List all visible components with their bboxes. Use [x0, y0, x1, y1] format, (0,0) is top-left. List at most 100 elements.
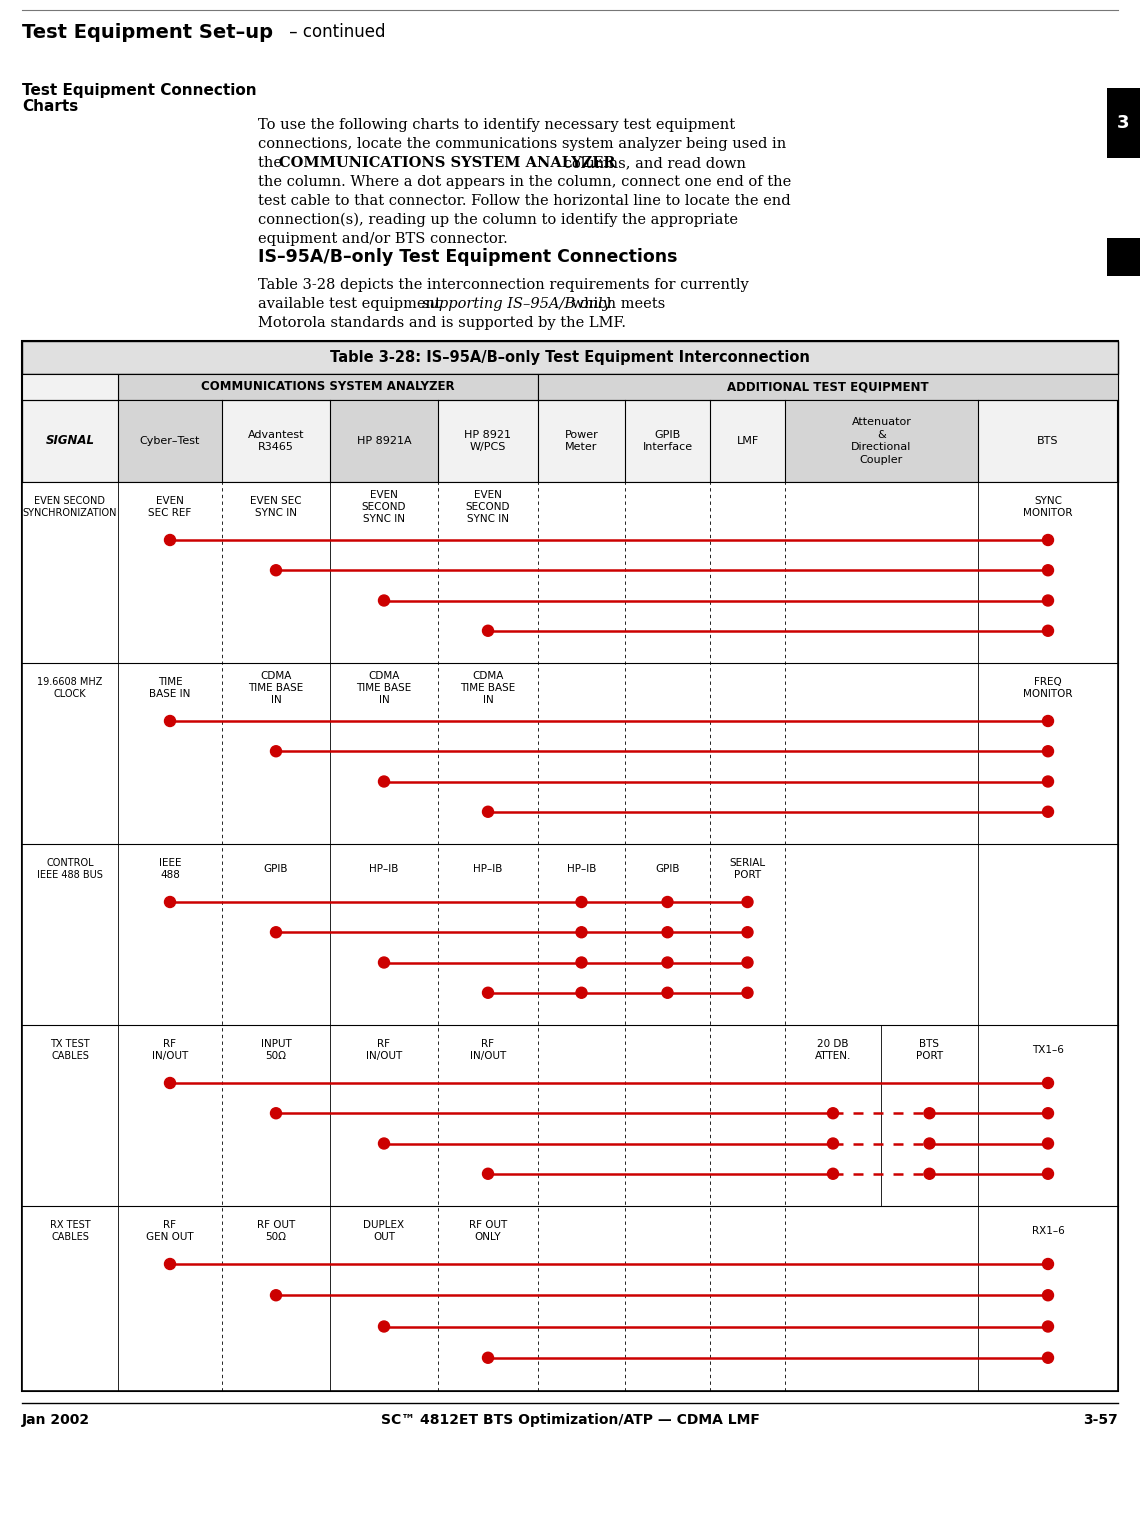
- Bar: [22, 340, 1118, 1390]
- Text: COMMUNICATIONS SYSTEM ANALYZER: COMMUNICATIONS SYSTEM ANALYZER: [279, 156, 616, 170]
- Bar: [22, 1026, 1118, 1206]
- Circle shape: [1042, 595, 1053, 606]
- Text: available test equipment: available test equipment: [258, 297, 446, 311]
- Text: INPUT
50Ω: INPUT 50Ω: [261, 1039, 292, 1061]
- Circle shape: [576, 987, 587, 998]
- Text: ADDITIONAL TEST EQUIPMENT: ADDITIONAL TEST EQUIPMENT: [727, 380, 929, 394]
- Text: HP–IB: HP–IB: [369, 865, 399, 874]
- Circle shape: [662, 957, 673, 967]
- Circle shape: [270, 745, 282, 757]
- Circle shape: [482, 806, 494, 817]
- Circle shape: [378, 1321, 390, 1332]
- Text: which meets: which meets: [567, 297, 666, 311]
- Text: 19.6608 MHZ
CLOCK: 19.6608 MHZ CLOCK: [38, 678, 103, 699]
- Circle shape: [164, 716, 176, 727]
- Text: SERIAL
PORT: SERIAL PORT: [730, 858, 766, 880]
- Bar: [22, 374, 119, 400]
- Text: EVEN SEC
SYNC IN: EVEN SEC SYNC IN: [250, 497, 302, 518]
- Circle shape: [270, 1289, 282, 1300]
- Text: supporting IS–95A/B only: supporting IS–95A/B only: [422, 297, 611, 311]
- Text: TIME
BASE IN: TIME BASE IN: [149, 678, 190, 699]
- Circle shape: [828, 1108, 839, 1119]
- Bar: [1107, 238, 1140, 276]
- Text: the column. Where a dot appears in the column, connect one end of the: the column. Where a dot appears in the c…: [258, 175, 791, 189]
- Text: HP 8921
W/PCS: HP 8921 W/PCS: [464, 429, 512, 452]
- Circle shape: [742, 897, 754, 908]
- Text: GPIB
Interface: GPIB Interface: [643, 429, 693, 452]
- Text: BTS
PORT: BTS PORT: [915, 1039, 943, 1061]
- Bar: [22, 845, 1118, 1026]
- Circle shape: [925, 1168, 935, 1179]
- Text: EVEN SECOND
SYNCHRONIZATION: EVEN SECOND SYNCHRONIZATION: [23, 497, 117, 518]
- Bar: [22, 662, 1118, 845]
- Text: GPIB: GPIB: [656, 865, 679, 874]
- Text: RF OUT
50Ω: RF OUT 50Ω: [256, 1220, 295, 1242]
- Text: – continued: – continued: [284, 23, 385, 41]
- Text: TX TEST
CABLES: TX TEST CABLES: [50, 1039, 90, 1061]
- Circle shape: [1042, 1289, 1053, 1300]
- Text: IEEE
488: IEEE 488: [158, 858, 181, 880]
- Circle shape: [1042, 745, 1053, 757]
- Circle shape: [576, 957, 587, 967]
- Circle shape: [1042, 535, 1053, 546]
- Circle shape: [1042, 1259, 1053, 1269]
- Text: Test Equipment Connection: Test Equipment Connection: [22, 83, 257, 98]
- Circle shape: [576, 927, 587, 938]
- Text: test cable to that connector. Follow the horizontal line to locate the end: test cable to that connector. Follow the…: [258, 195, 791, 208]
- Text: SIGNAL: SIGNAL: [46, 434, 95, 448]
- Text: Table 3-28 depicts the interconnection requirements for currently: Table 3-28 depicts the interconnection r…: [258, 277, 749, 291]
- Text: RX1–6: RX1–6: [1032, 1226, 1065, 1236]
- Circle shape: [482, 1352, 494, 1363]
- Circle shape: [1042, 1137, 1053, 1150]
- Circle shape: [1042, 716, 1053, 727]
- Circle shape: [925, 1137, 935, 1150]
- Text: Jan 2002: Jan 2002: [22, 1413, 90, 1427]
- Circle shape: [1042, 806, 1053, 817]
- Bar: [22, 481, 1118, 662]
- Circle shape: [662, 897, 673, 908]
- Circle shape: [270, 927, 282, 938]
- Text: CONTROL
IEEE 488 BUS: CONTROL IEEE 488 BUS: [38, 858, 103, 880]
- Text: HP–IB: HP–IB: [473, 865, 503, 874]
- Text: Cyber–Test: Cyber–Test: [140, 435, 201, 446]
- Text: To use the following charts to identify necessary test equipment: To use the following charts to identify …: [258, 118, 735, 132]
- Circle shape: [1042, 776, 1053, 786]
- Text: FREQ
MONITOR: FREQ MONITOR: [1024, 678, 1073, 699]
- Circle shape: [828, 1168, 839, 1179]
- Circle shape: [742, 987, 754, 998]
- Bar: [22, 340, 1118, 374]
- Circle shape: [482, 1168, 494, 1179]
- Text: SC™ 4812ET BTS Optimization/ATP — CDMA LMF: SC™ 4812ET BTS Optimization/ATP — CDMA L…: [381, 1413, 759, 1427]
- Circle shape: [1042, 564, 1053, 576]
- Text: the: the: [258, 156, 286, 170]
- Text: TX1–6: TX1–6: [1032, 1046, 1064, 1055]
- Circle shape: [576, 897, 587, 908]
- Bar: [538, 374, 1118, 400]
- Text: RF
IN/OUT: RF IN/OUT: [152, 1039, 188, 1061]
- Text: EVEN
SECOND
SYNC IN: EVEN SECOND SYNC IN: [466, 491, 511, 524]
- Text: EVEN
SECOND
SYNC IN: EVEN SECOND SYNC IN: [361, 491, 406, 524]
- Text: 20 DB
ATTEN.: 20 DB ATTEN.: [815, 1039, 852, 1061]
- Circle shape: [662, 927, 673, 938]
- Text: equipment and/or BTS connector.: equipment and/or BTS connector.: [258, 231, 507, 245]
- Circle shape: [270, 1108, 282, 1119]
- Text: Attenuator
&
Directional
Coupler: Attenuator & Directional Coupler: [852, 417, 912, 464]
- Bar: [22, 1206, 1118, 1390]
- Text: SYNC
MONITOR: SYNC MONITOR: [1024, 497, 1073, 518]
- Text: connection(s), reading up the column to identify the appropriate: connection(s), reading up the column to …: [258, 213, 738, 227]
- Bar: [785, 400, 978, 481]
- Circle shape: [482, 625, 494, 636]
- Circle shape: [482, 987, 494, 998]
- Text: HP 8921A: HP 8921A: [357, 435, 412, 446]
- Circle shape: [1042, 1321, 1053, 1332]
- Text: BTS: BTS: [1037, 435, 1059, 446]
- Circle shape: [164, 535, 176, 546]
- Bar: [119, 374, 538, 400]
- Text: columns, and read down: columns, and read down: [559, 156, 746, 170]
- Text: 3: 3: [1117, 113, 1130, 132]
- Bar: [1107, 87, 1140, 158]
- Circle shape: [378, 595, 390, 606]
- Circle shape: [270, 564, 282, 576]
- Circle shape: [1042, 1108, 1053, 1119]
- Circle shape: [742, 957, 754, 967]
